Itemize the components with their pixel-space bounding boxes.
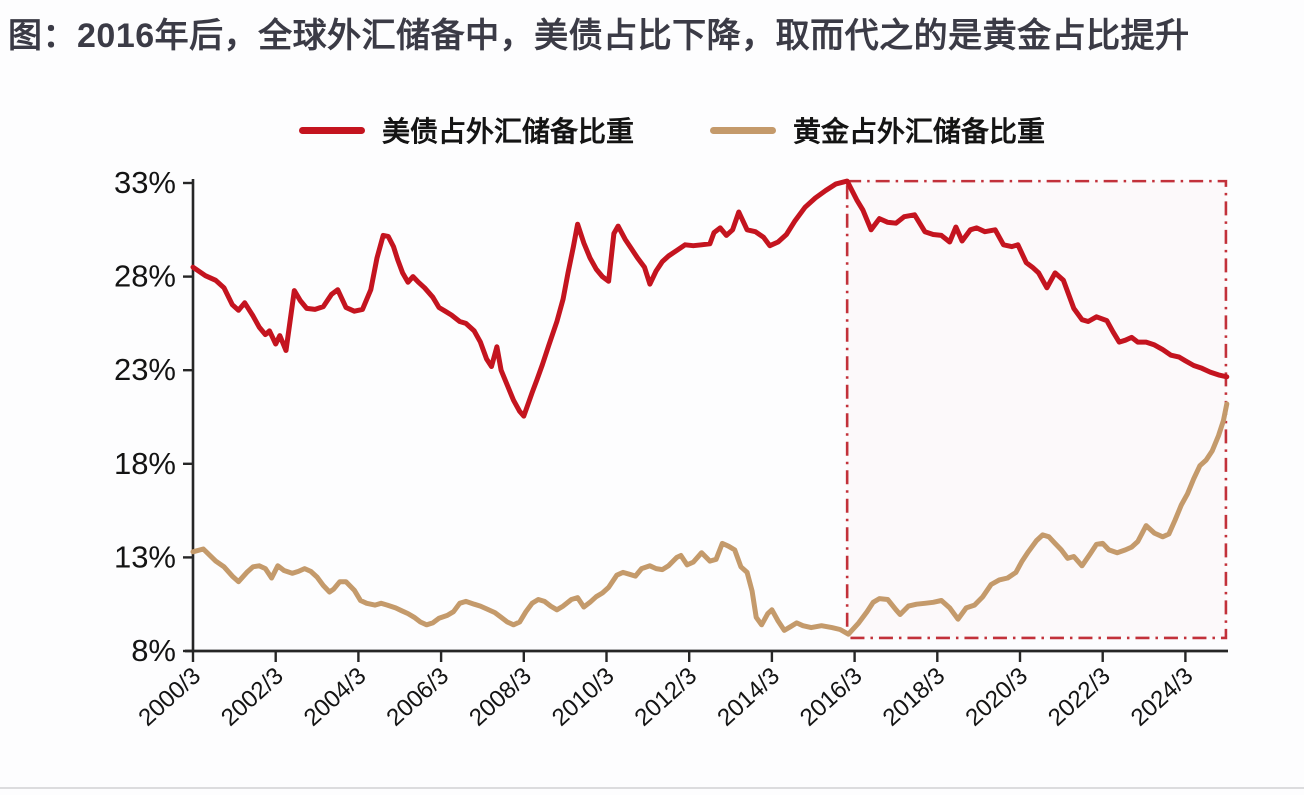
treasury-line (190, 178, 1230, 419)
x-tick-label: 2018/3 (878, 662, 951, 731)
x-tick-label: 2000/3 (133, 662, 206, 731)
legend-item-treasury: 美债占外汇储备比重 (298, 110, 634, 150)
x-tick-label: 2002/3 (216, 662, 289, 731)
x-tick-label: 2016/3 (795, 662, 868, 731)
y-tick-label: 33% (114, 165, 176, 200)
y-tick-label: 18% (114, 446, 176, 481)
x-tick-label: 2012/3 (630, 662, 703, 731)
x-tick-label: 2022/3 (1043, 662, 1116, 731)
x-tick-label: 2014/3 (712, 662, 785, 731)
x-tick-label: 2004/3 (299, 662, 372, 731)
treasury-line-swatch-icon (298, 126, 365, 134)
y-tick-label: 28% (114, 259, 176, 294)
highlight-box (845, 179, 1228, 640)
y-tick-label: 23% (114, 352, 176, 387)
page-title: 图：2016年后，全球外汇储备中，美债占比下降，取而代之的是黄金占比提升 (8, 17, 1190, 55)
legend-label-treasury: 美债占外汇储备比重 (381, 115, 634, 148)
bottom-divider (0, 787, 1304, 789)
x-tick-label: 2006/3 (381, 662, 454, 731)
y-tick-label: 13% (114, 539, 176, 574)
gold-line (190, 401, 1230, 637)
y-tick-label: 8% (131, 633, 176, 668)
x-tick-label: 2008/3 (464, 662, 537, 731)
legend-label-gold: 黄金占外汇储备比重 (793, 115, 1046, 148)
legend-item-gold: 黄金占外汇储备比重 (710, 110, 1045, 150)
x-tick-label: 2020/3 (960, 662, 1033, 731)
chart-legend: 美债占外汇储备比重 黄金占外汇储备比重 (0, 110, 1304, 150)
x-tick-label: 2024/3 (1126, 662, 1199, 731)
x-tick-label: 2010/3 (547, 662, 620, 731)
gold-line-swatch-icon (710, 126, 776, 134)
